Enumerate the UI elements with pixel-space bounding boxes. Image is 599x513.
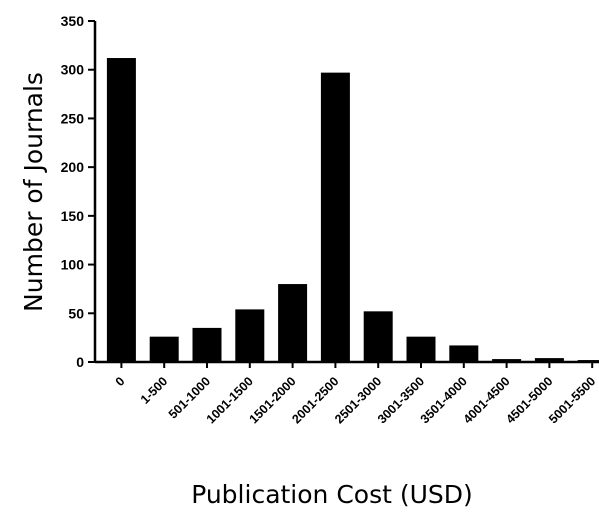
x-tick-label: 5001-5500 [546, 374, 598, 426]
bar-2501-3000 [363, 311, 393, 362]
bar-2001-2500 [320, 72, 350, 362]
x-tick-label: 1-500 [138, 374, 171, 407]
bar-4501-5000 [534, 358, 564, 362]
x-axis: 0 1-500501-10001001-15001501-20002001-250… [95, 360, 599, 426]
y-tick-label: 150 [61, 208, 85, 224]
y-tick-label: 50 [68, 305, 84, 321]
x-tick-label: 0 [113, 374, 128, 389]
bar-3001-3500 [406, 336, 436, 362]
y-tick-label: 300 [61, 62, 85, 78]
bar-501-1000 [192, 327, 222, 362]
y-tick-label: 250 [61, 110, 85, 126]
y-axis-title: Number of Journals [19, 72, 48, 312]
bars [106, 58, 599, 362]
bar-4001-4500 [492, 359, 522, 362]
y-tick-label: 100 [61, 257, 85, 273]
x-axis-title: Publication Cost (USD) [191, 480, 473, 509]
bar-1501-2000 [278, 284, 308, 362]
y-axis: 0 50 100 150 200 250 300 350 [61, 13, 97, 370]
y-tick-label: 0 [76, 354, 84, 370]
bar-1-500 [149, 336, 179, 362]
bar-5001-5500 [577, 360, 599, 362]
bar-0 [106, 58, 136, 362]
bar-1001-1500 [235, 309, 265, 362]
bar-3501-4000 [449, 345, 479, 362]
y-tick-label: 350 [61, 13, 85, 29]
y-tick-label: 200 [61, 159, 85, 175]
